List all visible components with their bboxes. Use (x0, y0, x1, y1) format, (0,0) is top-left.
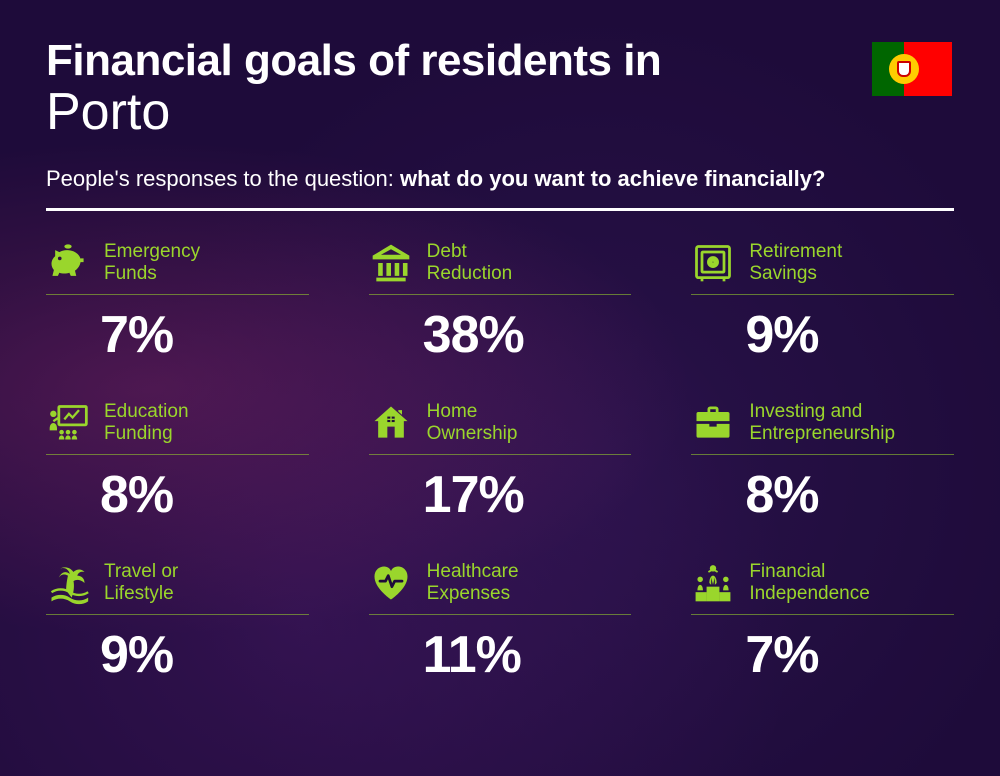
goal-travel-lifestyle: Travel orLifestyle 9% (46, 559, 309, 685)
heart-pulse-icon (369, 561, 413, 605)
goal-value: 7% (691, 625, 954, 685)
goal-label: DebtReduction (427, 241, 513, 285)
palm-icon (46, 561, 90, 605)
goal-value: 17% (369, 465, 632, 525)
goal-investing-entrepreneurship: Investing andEntrepreneurship 8% (691, 399, 954, 525)
goal-value: 38% (369, 305, 632, 365)
goal-label: FinancialIndependence (749, 561, 869, 605)
podium-icon (691, 561, 735, 605)
safe-icon (691, 241, 735, 285)
briefcase-icon (691, 401, 735, 445)
goal-value: 8% (46, 465, 309, 525)
bank-icon (369, 241, 413, 285)
piggy-bank-icon (46, 241, 90, 285)
goal-value: 8% (691, 465, 954, 525)
goal-financial-independence: FinancialIndependence 7% (691, 559, 954, 685)
divider (46, 208, 954, 211)
goal-label: RetirementSavings (749, 241, 842, 285)
goal-label: EducationFunding (104, 401, 189, 445)
goal-label: HealthcareExpenses (427, 561, 519, 605)
title-prefix: Financial goals of residents in (46, 36, 954, 86)
goal-home-ownership: HomeOwnership 17% (369, 399, 632, 525)
goal-education-funding: EducationFunding 8% (46, 399, 309, 525)
goal-emergency-funds: EmergencyFunds 7% (46, 239, 309, 365)
house-icon (369, 401, 413, 445)
goal-value: 9% (46, 625, 309, 685)
goal-healthcare-expenses: HealthcareExpenses 11% (369, 559, 632, 685)
subtitle-lead: People's responses to the question: (46, 166, 400, 191)
goal-debt-reduction: DebtReduction 38% (369, 239, 632, 365)
goal-label: EmergencyFunds (104, 241, 200, 285)
title-city: Porto (46, 82, 954, 142)
goal-label: Travel orLifestyle (104, 561, 178, 605)
goal-value: 9% (691, 305, 954, 365)
goal-label: Investing andEntrepreneurship (749, 401, 895, 445)
flag-portugal (872, 42, 952, 96)
goal-value: 7% (46, 305, 309, 365)
goals-grid: EmergencyFunds 7% DebtReduction 38% Reti… (46, 239, 954, 685)
subtitle-bold: what do you want to achieve financially? (400, 166, 825, 191)
goal-value: 11% (369, 625, 632, 685)
goal-retirement-savings: RetirementSavings 9% (691, 239, 954, 365)
goal-label: HomeOwnership (427, 401, 518, 445)
presentation-icon (46, 401, 90, 445)
subtitle: People's responses to the question: what… (46, 166, 954, 192)
